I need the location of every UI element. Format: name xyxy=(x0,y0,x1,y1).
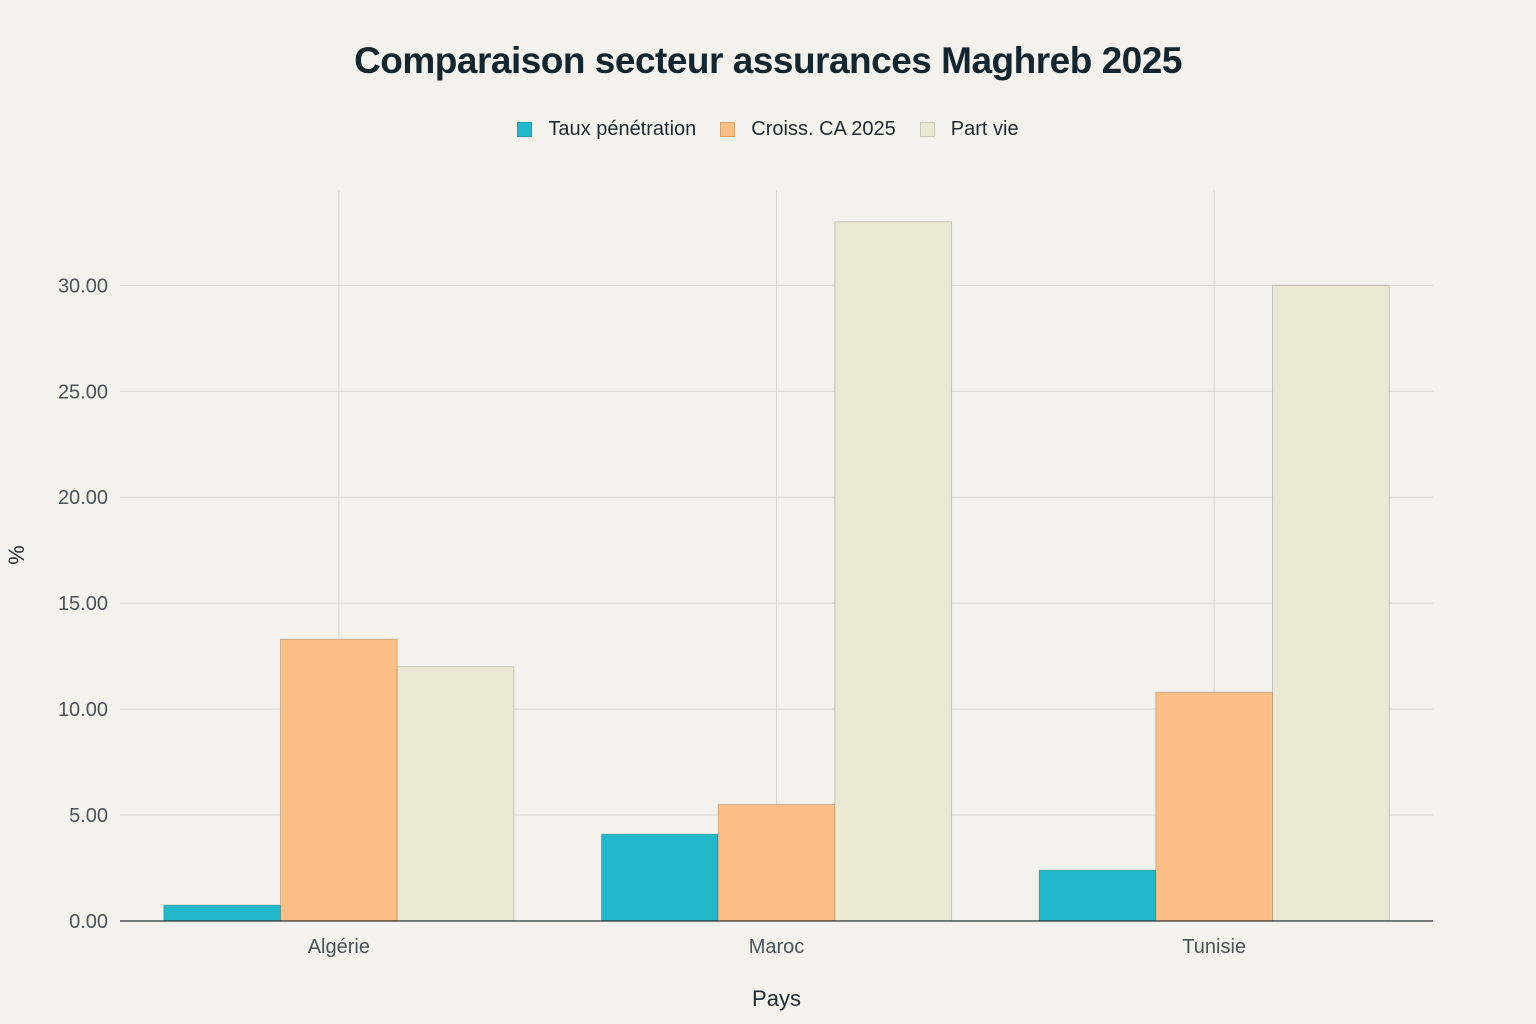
chart-title: Comparaison secteur assurances Maghreb 2… xyxy=(354,40,1182,81)
legend-item[interactable]: Croiss. CA 2025 xyxy=(720,118,896,141)
bar-croiss-ca[interactable] xyxy=(1155,691,1274,922)
legend-item[interactable]: Taux pénétration xyxy=(517,118,696,141)
y-tick-label: 30.00 xyxy=(58,275,108,297)
bar-taux-penetration[interactable] xyxy=(163,904,281,922)
legend-label: Part vie xyxy=(950,118,1019,140)
bar-part-vie[interactable] xyxy=(396,666,515,922)
y-axis-title: % xyxy=(4,545,29,565)
legend-swatch xyxy=(919,122,935,137)
legend-swatch xyxy=(720,122,736,137)
x-axis-title: Pays xyxy=(752,986,801,1011)
legend-swatch xyxy=(517,122,533,137)
bar-part-vie[interactable] xyxy=(1272,284,1390,922)
bar-part-vie[interactable] xyxy=(834,221,953,922)
y-tick-label: 15.00 xyxy=(58,593,108,615)
x-tick-label: Maroc xyxy=(749,936,805,958)
legend-item[interactable]: Part vie xyxy=(919,118,1019,141)
x-tick-label: Tunisie xyxy=(1182,936,1246,958)
bar-croiss-ca[interactable] xyxy=(279,638,398,922)
bar-croiss-ca[interactable] xyxy=(717,803,836,922)
legend-label: Croiss. CA 2025 xyxy=(751,118,896,140)
bar-taux-penetration[interactable] xyxy=(1038,869,1157,922)
legend-label: Taux pénétration xyxy=(548,118,697,140)
bar-taux-penetration[interactable] xyxy=(600,833,719,922)
y-tick-label: 0.00 xyxy=(69,911,108,933)
y-tick-label: 25.00 xyxy=(58,381,108,403)
y-tick-label: 5.00 xyxy=(69,805,108,827)
legend: Taux pénétration Croiss. CA 2025 Part vie xyxy=(0,118,1536,141)
y-tick-label: 10.00 xyxy=(58,699,108,721)
x-tick-label: Algérie xyxy=(308,936,370,958)
y-tick-label: 20.00 xyxy=(58,487,108,509)
